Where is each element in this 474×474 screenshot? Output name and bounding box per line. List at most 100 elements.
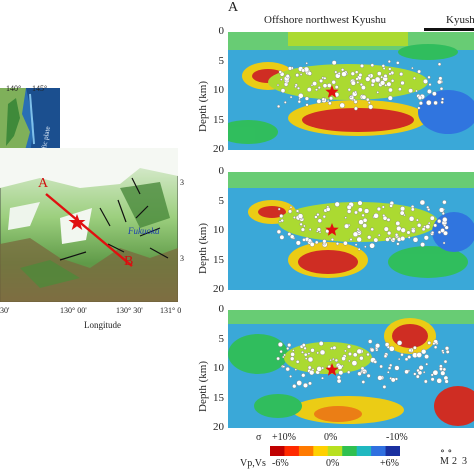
hypocenter-dot <box>398 87 402 92</box>
hypocenter-dot <box>403 213 406 217</box>
hypocenter-dot <box>278 220 282 223</box>
hypocenter-dot <box>316 366 322 372</box>
hypocenter-dot <box>301 68 306 73</box>
hypocenter-dot <box>429 215 435 221</box>
hypocenter-dot <box>369 347 375 353</box>
hypocenter-dot <box>328 101 332 106</box>
hypocenter-dot <box>394 365 400 371</box>
hypocenter-dot <box>383 74 388 79</box>
hypocenter-dot <box>421 227 426 232</box>
hypocenter-dot <box>357 200 363 206</box>
hypocenter-dot <box>276 229 282 234</box>
hypocenter-dot <box>307 71 312 76</box>
hypocenter-dot <box>443 223 447 227</box>
hypocenter-dot <box>280 78 283 81</box>
hypocenter-dot <box>310 84 314 87</box>
hypocenter-dot <box>314 215 318 219</box>
hypocenter-dot <box>411 66 414 70</box>
hypocenter-dot <box>307 238 312 243</box>
hypocenter-dot <box>343 240 348 246</box>
hypocenter-dot <box>299 73 303 76</box>
hypocenter-dot <box>379 364 383 369</box>
hypocenter-dot <box>357 371 362 376</box>
inset-lon-label: 145° <box>32 84 48 93</box>
hypocenter-dot <box>380 80 386 86</box>
hypocenter-dot <box>437 62 442 66</box>
hypocenter-dot <box>404 357 409 362</box>
hypocenter-dot <box>406 230 411 235</box>
depth-tick: 5 <box>218 332 225 345</box>
hypocenter-dot <box>440 100 444 104</box>
hypocenter-dot <box>439 367 443 371</box>
hypocenter-dot <box>305 62 308 65</box>
hypocenter-dot <box>366 373 371 378</box>
hypocenter-dot <box>384 83 388 87</box>
depth-tick: 20 <box>213 283 224 295</box>
hypocenter-dot <box>442 367 447 372</box>
depth-tick: 10 <box>213 224 224 236</box>
depth-tick: 15 <box>213 253 224 266</box>
hypocenter-dot <box>420 242 426 248</box>
hypocenter-dot <box>399 210 405 216</box>
hypocenter-dot <box>366 352 370 357</box>
hypocenter-dot <box>443 230 448 236</box>
lon-tick-partial: 30' <box>0 306 10 315</box>
hypocenter-dot <box>370 78 376 84</box>
hypocenter-dot <box>295 209 300 213</box>
hypocenter-dot <box>432 342 436 346</box>
depth-tick: 5 <box>218 194 225 207</box>
hypocenter-dot <box>443 375 449 381</box>
hypocenter-dot <box>380 75 384 79</box>
hypocenter-dot <box>439 87 444 91</box>
hypocenter-dot <box>311 368 315 371</box>
hypocenter-dot <box>388 67 392 71</box>
magnitude-legend-circles: ∘ ∘ <box>440 446 453 457</box>
hypocenter-dot <box>354 70 359 74</box>
hypocenter-dot <box>314 240 319 245</box>
lon-axis-label: Longitude <box>84 320 121 330</box>
hypocenter-dot <box>360 85 366 90</box>
hypocenter-dot <box>426 89 432 94</box>
hypocenter-dot <box>415 89 418 93</box>
vpvs-tick: +6% <box>380 458 399 469</box>
hypocenter-dot <box>433 100 438 106</box>
hypocenter-dot <box>310 348 315 353</box>
vpvs-label: Vp,Vs <box>240 458 266 469</box>
lon-tick: 130° 00' <box>60 306 87 315</box>
hypocenter-dot <box>427 75 431 79</box>
hypocenter-dot <box>321 97 326 102</box>
hypocenter-dot <box>422 78 428 84</box>
hypocenter-dot <box>389 204 393 208</box>
panel-letter: A <box>228 0 239 15</box>
hypocenter-dot <box>334 358 339 363</box>
hypocenter-dot <box>390 377 396 383</box>
hypocenter-dot <box>347 370 351 374</box>
hypocenter-dot <box>300 227 305 232</box>
hypocenter-dot <box>315 88 318 92</box>
hypocenter-dot <box>285 74 290 79</box>
hypocenter-dot <box>303 352 308 357</box>
hypocenter-dot <box>307 352 311 355</box>
hypocenter-dot <box>302 238 306 242</box>
hypocenter-dot <box>400 206 406 212</box>
hypocenter-dot <box>352 231 359 237</box>
velocity-section-1 <box>228 32 474 150</box>
hypocenter-dot <box>302 382 308 388</box>
colorbar-swatch <box>385 446 400 456</box>
hypocenter-dot <box>377 233 381 237</box>
hypocenter-dot <box>356 348 363 355</box>
hypocenter-dot <box>341 71 347 77</box>
hypocenter-dot <box>397 340 403 346</box>
hypocenter-dot <box>387 95 393 101</box>
hypocenter-dot <box>397 357 401 361</box>
hypocenter-dot <box>282 365 286 368</box>
hypocenter-dot <box>370 83 375 87</box>
hypocenter-dot <box>297 213 304 219</box>
hypocenter-dot <box>350 71 355 76</box>
hypocenter-dot <box>354 210 358 215</box>
hypocenter-dot <box>369 242 375 249</box>
hypocenter-dot <box>351 360 358 366</box>
hypocenter-dot <box>349 237 353 241</box>
hypocenter-dot <box>306 87 312 92</box>
hypocenter-dot <box>440 228 445 233</box>
